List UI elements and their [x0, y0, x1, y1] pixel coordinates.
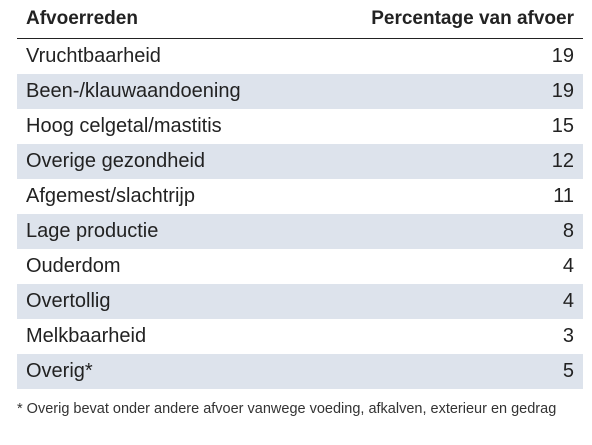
table-row: Overig* 5 [17, 354, 583, 389]
table-row: Been-/klauwaandoening 19 [17, 74, 583, 109]
cell-reason: Overig* [26, 360, 93, 382]
cell-percentage: 19 [551, 80, 574, 102]
table-footnote: * Overig bevat onder andere afvoer vanwe… [17, 401, 557, 417]
cell-percentage: 5 [562, 360, 574, 382]
cell-percentage: 12 [551, 150, 574, 172]
culling-reasons-table: Afvoerreden Percentage van afvoer Vrucht… [17, 0, 583, 389]
cell-reason: Afgemest/slachtrijp [26, 185, 195, 207]
cell-reason: Vruchtbaarheid [26, 45, 161, 67]
cell-reason: Ouderdom [26, 255, 121, 277]
header-row: Afvoerreden Percentage van afvoer [17, 0, 583, 39]
cell-reason: Melkbaarheid [26, 325, 147, 347]
table-row: Melkbaarheid 3 [17, 319, 583, 354]
cell-percentage: 4 [562, 290, 574, 312]
cell-percentage: 11 [553, 185, 574, 207]
cell-percentage: 4 [562, 255, 574, 277]
table-row: Overtollig 4 [17, 284, 583, 319]
cell-percentage: 8 [562, 220, 574, 242]
header-percentage: Percentage van afvoer [300, 0, 583, 39]
cell-percentage: 15 [551, 115, 574, 137]
table-row: Hoog celgetal/mastitis 15 [17, 109, 583, 144]
table-row: Ouderdom 4 [17, 249, 583, 284]
cell-percentage: 19 [551, 45, 574, 67]
table-row: Afgemest/slachtrijp 11 [17, 179, 583, 214]
table-body: Vruchtbaarheid 19 Been-/klauwaandoening … [17, 39, 583, 389]
cell-reason: Overige gezondheid [26, 150, 206, 172]
cell-percentage: 3 [562, 325, 574, 347]
table-row: Vruchtbaarheid 19 [17, 39, 583, 75]
table-row: Lage productie 8 [17, 214, 583, 249]
cell-reason: Been-/klauwaandoening [26, 80, 241, 102]
cell-reason: Hoog celgetal/mastitis [26, 115, 222, 137]
table-row: Overige gezondheid 12 [17, 144, 583, 179]
table-header: Afvoerreden Percentage van afvoer [17, 0, 583, 39]
culling-reasons-table-container: Afvoerreden Percentage van afvoer Vrucht… [17, 0, 583, 389]
cell-reason: Overtollig [26, 290, 111, 312]
cell-reason: Lage productie [26, 220, 159, 242]
header-reason: Afvoerreden [17, 0, 300, 39]
